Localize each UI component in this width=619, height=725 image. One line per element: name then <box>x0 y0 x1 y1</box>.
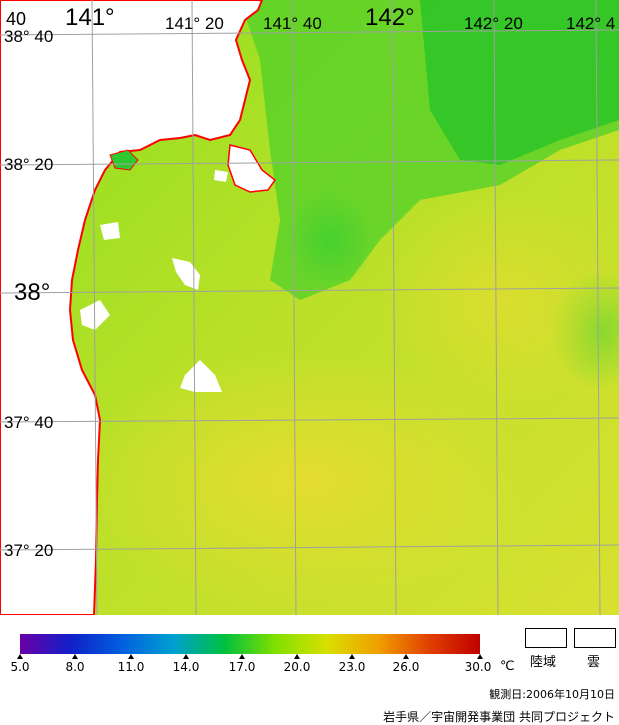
legend-tick-label: 11.0 <box>117 660 145 674</box>
observation-date: 観測日:2006年10月10日 <box>489 688 615 701</box>
cloud-key-label: 雲 <box>587 655 601 670</box>
lon-label: 142° <box>365 4 415 31</box>
cloud-patch <box>180 360 222 392</box>
lat-label: 37° 40 <box>4 413 53 432</box>
legend-tick <box>239 654 245 659</box>
land-key-swatch <box>525 628 567 648</box>
legend-tick <box>294 654 300 659</box>
cloud-patch <box>214 170 228 182</box>
lat-label: 38° <box>14 279 50 306</box>
lon-label: 142° 4 <box>566 14 615 33</box>
legend-tick-label: 8.0 <box>65 660 85 674</box>
lat-label: 37° 20 <box>4 541 53 560</box>
cloud-key-swatch <box>574 628 616 648</box>
cloud-patch <box>100 222 120 240</box>
lon-label: 141° <box>65 4 115 31</box>
project-credit: 岩手県／宇宙開発事業団 共同プロジェクト <box>383 710 615 724</box>
legend-tick-label: 23.0 <box>338 660 366 674</box>
legend-tick <box>128 654 134 659</box>
legend-tick <box>403 654 409 659</box>
land-key-label: 陸域 <box>530 655 557 670</box>
legend-tick <box>477 654 483 659</box>
legend-tick-label: 5.0 <box>10 660 30 674</box>
legend-tick <box>72 654 78 659</box>
warm-east <box>380 190 619 410</box>
cool-core <box>420 0 619 165</box>
legend-tick <box>17 654 23 659</box>
lat-label: 38° 40 <box>4 27 53 46</box>
coastline-islands <box>227 144 277 193</box>
bay-inlet <box>109 149 139 171</box>
lon-label: 40 <box>6 9 26 29</box>
cloud-patch <box>172 258 200 290</box>
legend-tick-label: 30.0 <box>464 660 492 674</box>
temperature-color-bar <box>20 634 480 654</box>
legend-tick-label: 17.0 <box>228 660 256 674</box>
legend-tick <box>349 654 355 659</box>
lon-label: 141° 20 <box>165 14 224 33</box>
lat-label: 38° 20 <box>4 155 53 174</box>
legend-tick <box>183 654 189 659</box>
legend-tick-label: 14.0 <box>172 660 200 674</box>
sst-map: 40 141° 141° 20 141° 40 142° 142° 20 142… <box>0 0 619 615</box>
lon-label: 141° 40 <box>263 14 322 33</box>
cool-eddy <box>285 190 375 290</box>
lon-label: 142° 20 <box>464 14 523 33</box>
temperature-unit: ℃ <box>500 659 515 674</box>
legend-tick-label: 26.0 <box>392 660 420 674</box>
graticule <box>0 0 619 615</box>
warm-south <box>70 350 530 610</box>
legend-tick-label: 20.0 <box>283 660 311 674</box>
